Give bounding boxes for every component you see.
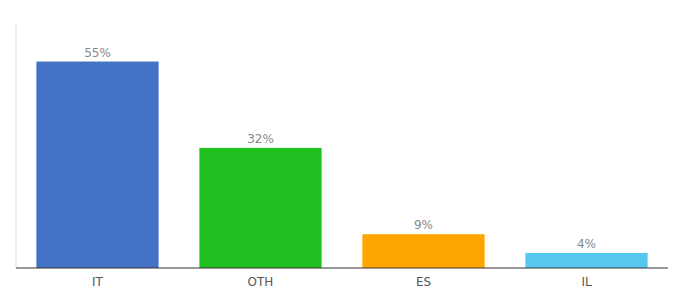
bar [362, 234, 484, 268]
x-tick-label: OTH [248, 275, 274, 289]
x-tick-label: IL [581, 275, 592, 289]
data-label: 9% [414, 218, 433, 232]
y-axis-line [16, 24, 17, 268]
bar [525, 253, 647, 268]
chart: IT OTH ES IL 55% 32% 9% 4% [0, 0, 680, 300]
data-label: 55% [84, 46, 111, 60]
x-tick-label: ES [416, 275, 431, 289]
data-label: 32% [247, 132, 274, 146]
x-tick-label: IT [92, 275, 104, 289]
bar [36, 62, 158, 268]
chart-container: IT OTH ES IL 55% 32% 9% 4% [0, 0, 680, 300]
data-label: 4% [577, 237, 596, 251]
bars [36, 62, 647, 268]
bar [199, 148, 321, 268]
x-axis-line [16, 268, 668, 269]
